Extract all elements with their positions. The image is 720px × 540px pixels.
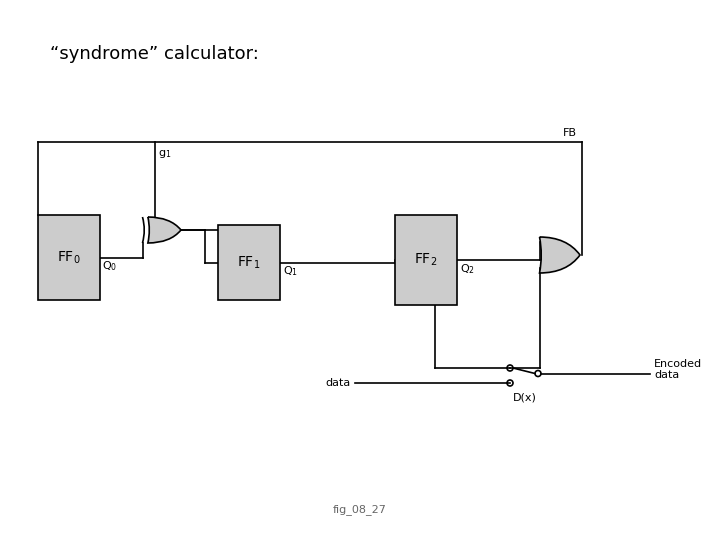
Text: FF$_0$: FF$_0$ [57,249,81,266]
Text: Q$_1$: Q$_1$ [283,265,298,278]
Bar [38,215,100,300]
Text: Q$_0$: Q$_0$ [102,260,117,273]
Text: FB: FB [563,128,577,138]
Text: “syndrome” calculator:: “syndrome” calculator: [50,45,259,63]
Text: g$_1$: g$_1$ [158,148,171,160]
Text: FF$_2$: FF$_2$ [414,252,438,268]
Text: data: data [325,378,351,388]
Text: D(x): D(x) [513,393,537,403]
Text: FF$_1$: FF$_1$ [238,254,261,271]
Text: fig_08_27: fig_08_27 [333,504,387,516]
Bar [218,225,280,300]
Text: Encoded
data: Encoded data [654,359,702,380]
Text: Q$_2$: Q$_2$ [460,262,475,276]
PathPatch shape [148,217,181,243]
PathPatch shape [539,237,580,273]
Bar [395,215,457,305]
